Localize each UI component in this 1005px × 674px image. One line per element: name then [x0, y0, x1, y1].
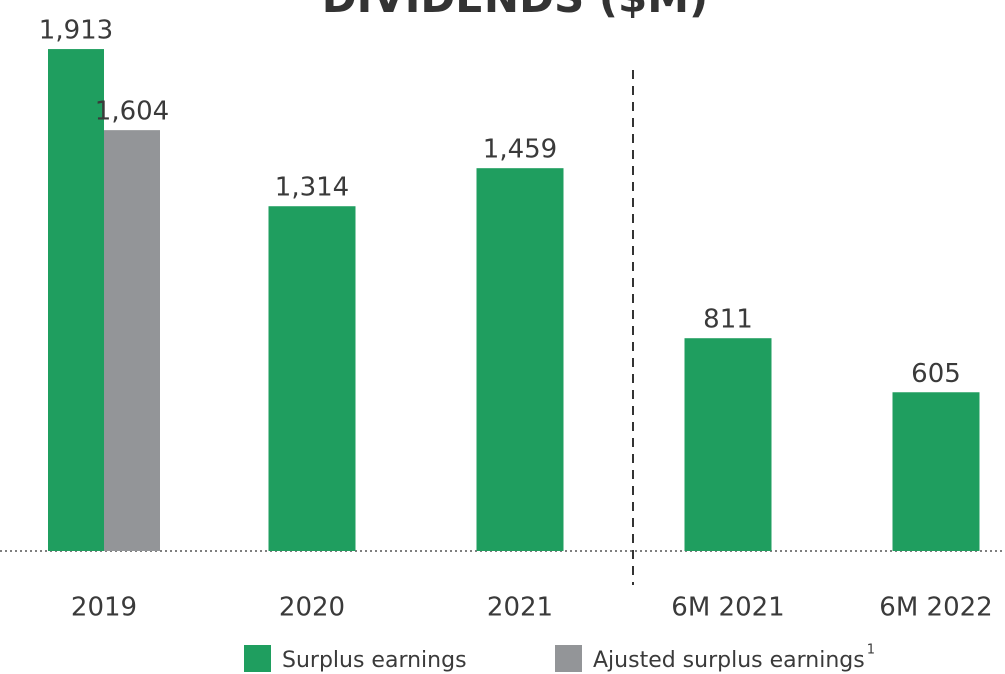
- legend-swatch: [244, 645, 271, 672]
- legend-label: Surplus earnings: [282, 648, 467, 673]
- x-tick-label: 2021: [487, 593, 553, 623]
- legend-footnote: 1: [867, 643, 875, 658]
- bar: [104, 130, 160, 552]
- x-tick-label: 2019: [71, 593, 137, 623]
- data-label: 1,604: [95, 97, 169, 127]
- bar: [268, 206, 356, 551]
- x-tick-label: 6M 2021: [671, 593, 784, 623]
- bar: [892, 392, 980, 551]
- x-tick-label: 2020: [279, 593, 345, 623]
- data-label: 1,314: [275, 173, 349, 203]
- legend-swatch: [555, 645, 582, 672]
- data-label: 811: [703, 305, 753, 335]
- data-label: 1,913: [39, 16, 113, 46]
- bar: [48, 49, 104, 551]
- bar: [684, 338, 772, 551]
- chart-title: DIVIDENDS ($M): [322, 0, 708, 22]
- x-tick-label: 6M 2022: [879, 593, 992, 623]
- bar: [476, 168, 564, 551]
- data-label: 1,459: [483, 135, 557, 165]
- data-label: 605: [911, 359, 961, 389]
- legend-label: Ajusted surplus earnings: [593, 648, 865, 673]
